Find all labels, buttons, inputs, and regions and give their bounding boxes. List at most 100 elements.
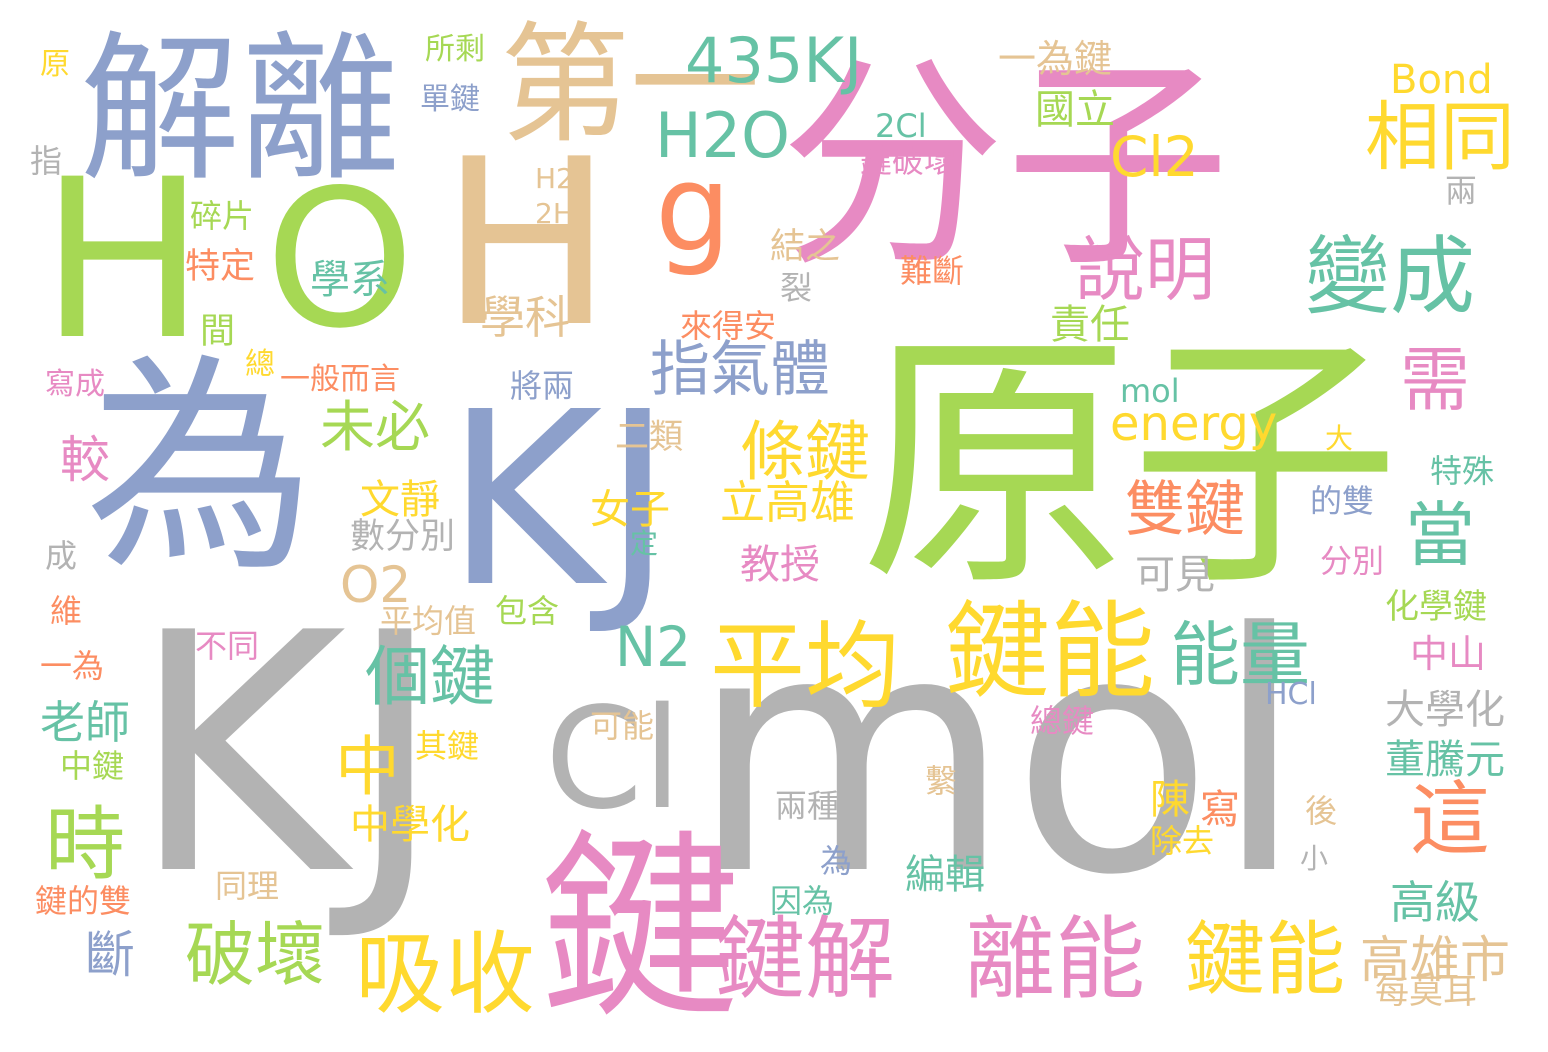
cloud-word: 變成	[1305, 228, 1476, 327]
cloud-word: 責任	[1050, 302, 1130, 348]
cloud-word: 董騰元	[1385, 737, 1505, 783]
cloud-word: 總	[245, 347, 275, 382]
cloud-word: 原子	[860, 307, 1400, 622]
cloud-word: 條鍵	[740, 415, 871, 490]
cloud-word: 繫	[925, 762, 958, 800]
cloud-word: 第一	[500, 9, 761, 161]
cloud-word: 高級	[1390, 876, 1481, 929]
cloud-word: 解離	[80, 16, 401, 203]
cloud-word: Cl	[545, 678, 682, 841]
cloud-word: 鍵解	[715, 907, 895, 1012]
cloud-word: 立高雄	[720, 476, 856, 529]
cloud-word: 鍵破壞	[860, 142, 957, 180]
cloud-word: 原	[40, 47, 70, 82]
cloud-word: 編輯	[905, 852, 985, 898]
cloud-word: 2H	[535, 197, 574, 230]
cloud-word: 單鍵	[420, 82, 480, 117]
cloud-word: 一為鍵	[998, 37, 1113, 81]
cloud-word: O	[265, 149, 415, 370]
cloud-word: N2	[615, 615, 692, 679]
cloud-word: 能量	[1170, 614, 1310, 696]
cloud-word: 個鍵	[365, 640, 496, 715]
cloud-word: H2O	[655, 99, 790, 172]
cloud-word: 教授	[740, 542, 820, 588]
cloud-word: g	[655, 140, 732, 279]
cloud-word: 相同	[1365, 93, 1516, 181]
cloud-word: 除去	[1150, 822, 1215, 860]
cloud-word: 為	[820, 842, 853, 880]
cloud-word: 老師	[40, 696, 131, 749]
cloud-word: 來得安	[680, 307, 777, 345]
cloud-word: KJ	[445, 360, 674, 640]
cloud-word: 女子	[590, 487, 670, 533]
cloud-word: 雙鍵	[1125, 475, 1245, 545]
cloud-word: 碎片	[190, 197, 255, 235]
cloud-word: 指氣體	[650, 335, 830, 405]
cloud-word: 中學化	[350, 802, 470, 848]
cloud-word: H	[40, 132, 206, 388]
cloud-word: 難斷	[900, 252, 965, 290]
cloud-word: 中	[335, 730, 401, 805]
cloud-word: 數分別	[350, 517, 456, 557]
cloud-word: 裂	[780, 269, 813, 307]
cloud-word: 小	[1300, 842, 1329, 875]
cloud-word: 未必	[320, 395, 431, 459]
cloud-word: 學科	[480, 291, 571, 344]
cloud-word: 大學化	[1385, 687, 1505, 733]
cloud-word: 鍵能	[945, 591, 1156, 713]
cloud-word: 文靜	[360, 477, 440, 523]
cloud-word: 兩種	[775, 787, 840, 825]
cloud-word: KJ	[130, 563, 444, 947]
cloud-word: 學系	[310, 257, 390, 303]
cloud-word: 吸收	[355, 922, 535, 1027]
cloud-word: 一為	[40, 647, 105, 685]
cloud-word: 這	[1410, 773, 1490, 866]
cloud-word: Bond	[1390, 57, 1493, 103]
cloud-word: 所剩	[425, 32, 485, 67]
cloud-word: 同理	[215, 867, 280, 905]
cloud-word: 中鍵	[60, 747, 125, 785]
cloud-word: 其鍵	[415, 727, 480, 765]
cloud-word: O2	[340, 556, 412, 614]
cloud-word: 每莫耳	[1375, 972, 1477, 1012]
cloud-word: 化學鍵	[1385, 587, 1487, 627]
cloud-word: 特定	[185, 247, 256, 287]
cloud-word: 特殊	[1430, 452, 1495, 490]
cloud-word: 當	[1405, 494, 1475, 576]
cloud-word: 不同	[195, 627, 260, 665]
cloud-word: 定	[630, 527, 659, 560]
cloud-word: 分別	[1320, 542, 1385, 580]
cloud-word: 總鍵	[1030, 702, 1095, 740]
cloud-word: 國立	[1035, 87, 1115, 133]
cloud-word: 需	[1400, 339, 1470, 421]
cloud-word: 平均值	[380, 602, 477, 640]
cloud-word: 維	[50, 592, 83, 630]
cloud-word: 兩	[1445, 172, 1478, 210]
cloud-word: 的雙	[1310, 482, 1375, 520]
cloud-word: 因為	[770, 882, 835, 920]
cloud-word: 分子	[780, 36, 1230, 298]
cloud-word: 鍵的雙	[35, 882, 132, 920]
cloud-word: HCl	[1265, 677, 1317, 712]
cloud-word: mol	[690, 563, 1306, 947]
cloud-word: 離能	[965, 907, 1145, 1012]
cloud-word: 斷	[85, 926, 135, 984]
cloud-word: 高雄市	[1360, 931, 1510, 989]
cloud-word: 時	[45, 798, 125, 891]
cloud-word: Cl2	[1110, 125, 1199, 189]
cloud-word: 陳	[1150, 777, 1190, 823]
cloud-word: 寫	[1200, 787, 1240, 833]
cloud-word: 間	[200, 312, 236, 352]
cloud-word: 為	[85, 336, 316, 603]
cloud-word: 一般而言	[280, 362, 400, 397]
cloud-word: 結之	[770, 227, 841, 267]
cloud-word: H2	[535, 162, 574, 195]
cloud-word: 包含	[495, 592, 560, 630]
cloud-word: 中山	[1410, 632, 1487, 676]
cloud-word: 較	[60, 431, 110, 489]
cloud-word: mol	[1120, 372, 1180, 410]
cloud-word: 鍵	[540, 813, 741, 1046]
cloud-word: 平均	[710, 612, 901, 722]
cloud-word: 說明	[1075, 229, 1215, 311]
